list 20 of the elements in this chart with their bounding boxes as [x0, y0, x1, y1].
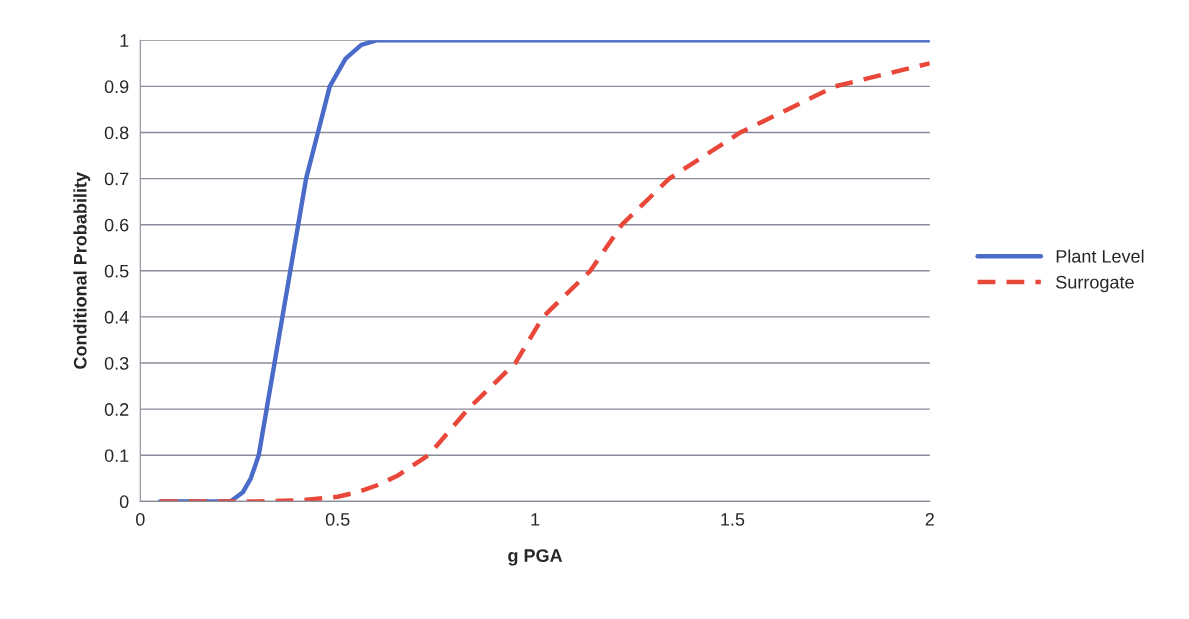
y-tick-label: 0.4: [104, 310, 129, 324]
y-tick-label: 0.5: [104, 264, 129, 278]
y-tick-label: 0.9: [104, 80, 129, 94]
y-tick-label: 0.2: [104, 403, 129, 416]
y-tick-label: 0.6: [104, 218, 129, 232]
y-tick-label: 0.3: [104, 356, 129, 370]
y-axis-title: Conditional Probability: [73, 172, 91, 369]
y-tick-label: 0.1: [104, 449, 129, 462]
y-tick-label: 0.8: [104, 126, 129, 140]
x-axis-title: g PGA: [508, 549, 563, 566]
y-tick-label: 0.7: [104, 172, 129, 186]
y-tick-label: 0: [119, 495, 129, 509]
x-tick-label: 0.5: [325, 512, 350, 526]
x-tick-label: 2: [925, 512, 934, 526]
legend-label: Surrogate: [1056, 275, 1134, 293]
y-tick-label: 1: [120, 34, 129, 47]
legend-label: Plant Level: [1056, 249, 1144, 263]
x-tick-label: 1: [531, 513, 540, 526]
x-tick-label: 1.5: [721, 513, 745, 526]
x-tick-label: 0: [135, 512, 145, 526]
